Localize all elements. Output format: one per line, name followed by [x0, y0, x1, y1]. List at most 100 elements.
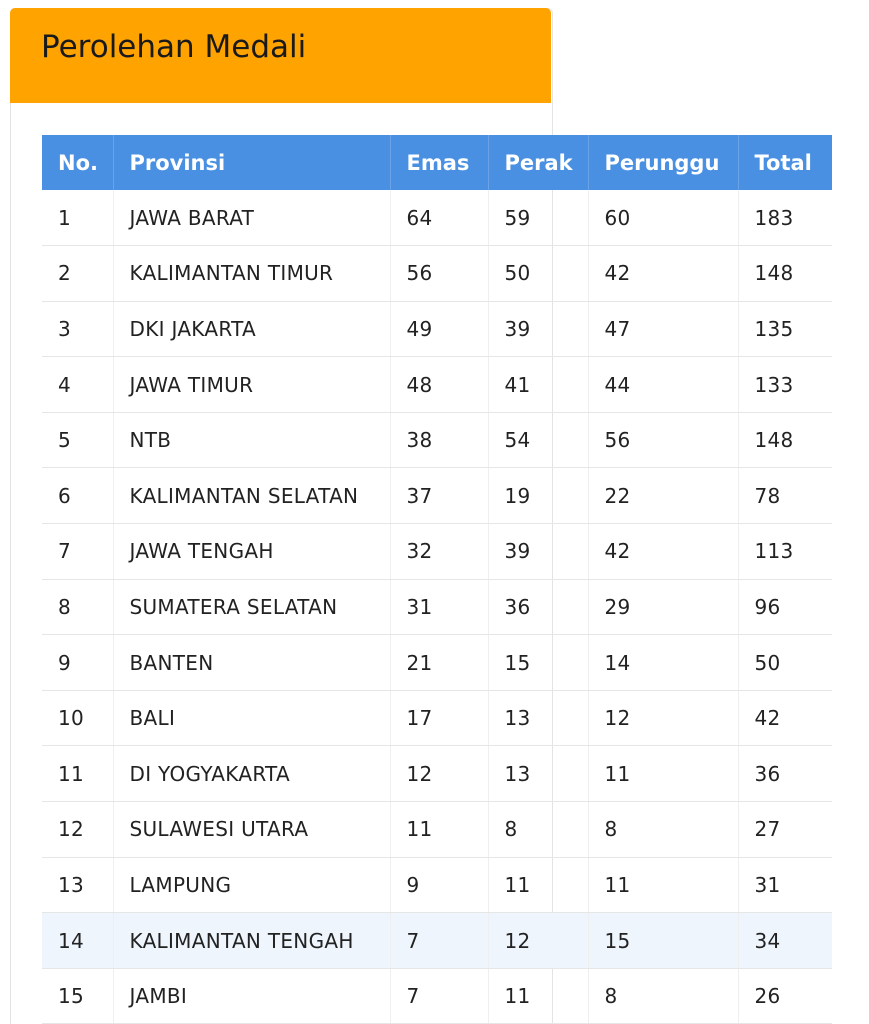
header-total[interactable]: Total [738, 135, 832, 190]
cell-no: 13 [42, 857, 114, 914]
cell-total: 183 [738, 190, 832, 247]
cell-perak: 41 [488, 356, 589, 413]
table-row[interactable]: 10 BALI 17 13 12 42 [42, 690, 832, 747]
cell-provinsi: LAMPUNG [113, 857, 391, 914]
cell-total: 133 [738, 356, 832, 413]
table-row[interactable]: 13 LAMPUNG 9 11 11 31 [42, 857, 832, 914]
cell-perunggu: 29 [588, 579, 739, 636]
cell-perak: 50 [488, 245, 589, 302]
cell-no: 15 [42, 968, 114, 1024]
cell-provinsi: BALI [113, 690, 391, 747]
cell-provinsi: DI YOGYAKARTA [113, 745, 391, 803]
cell-emas: 21 [390, 634, 489, 691]
cell-perak: 11 [488, 857, 589, 914]
cell-total: 135 [738, 301, 832, 358]
header-perak[interactable]: Perak [488, 135, 589, 190]
cell-emas: 11 [390, 801, 489, 858]
cell-perunggu: 60 [588, 190, 739, 247]
cell-perunggu: 8 [588, 968, 739, 1024]
cell-total: 113 [738, 523, 832, 580]
cell-no: 10 [42, 690, 114, 747]
panel-header: Perolehan Medali [10, 8, 551, 103]
cell-total: 26 [738, 968, 832, 1024]
header-perunggu[interactable]: Perunggu [588, 135, 739, 190]
cell-total: 27 [738, 801, 832, 858]
table-row[interactable]: 15 JAMBI 7 11 8 26 [42, 968, 832, 1024]
table-row[interactable]: 9 BANTEN 21 15 14 50 [42, 634, 832, 691]
cell-perak: 54 [488, 412, 589, 469]
cell-perak: 39 [488, 523, 589, 580]
cell-no: 6 [42, 467, 114, 525]
cell-perak: 12 [488, 912, 589, 969]
cell-perunggu: 44 [588, 356, 739, 413]
cell-provinsi: KALIMANTAN TENGAH [113, 912, 391, 969]
cell-no: 8 [42, 579, 114, 636]
cell-provinsi: NTB [113, 412, 391, 469]
cell-emas: 56 [390, 245, 489, 302]
table-row[interactable]: 5 NTB 38 54 56 148 [42, 412, 832, 469]
cell-emas: 48 [390, 356, 489, 413]
table-row[interactable]: 12 SULAWESI UTARA 11 8 8 27 [42, 801, 832, 858]
cell-provinsi: JAWA BARAT [113, 190, 391, 247]
cell-total: 31 [738, 857, 832, 914]
cell-emas: 31 [390, 579, 489, 636]
cell-total: 50 [738, 634, 832, 691]
cell-total: 34 [738, 912, 832, 969]
cell-no: 7 [42, 523, 114, 580]
cell-emas: 7 [390, 968, 489, 1024]
cell-emas: 17 [390, 690, 489, 747]
table-row[interactable]: 14 KALIMANTAN TENGAH 7 12 15 34 [42, 912, 832, 969]
cell-perak: 19 [488, 467, 589, 525]
header-no[interactable]: No. [42, 135, 114, 190]
table-body: 1 JAWA BARAT 64 59 60 183 2 KALIMANTAN TIMUR 56 5… [42, 190, 832, 1024]
table-row[interactable]: 1 JAWA BARAT 64 59 60 183 [42, 190, 832, 247]
cell-provinsi: SUMATERA SELATAN [113, 579, 391, 636]
cell-total: 148 [738, 412, 832, 469]
header-provinsi[interactable]: Provinsi [113, 135, 391, 190]
table-row[interactable]: 6 KALIMANTAN SELATAN 37 19 22 78 [42, 467, 832, 525]
header-emas[interactable]: Emas [390, 135, 489, 190]
cell-emas: 32 [390, 523, 489, 580]
panel-title: Perolehan Medali [41, 29, 307, 65]
cell-no: 2 [42, 245, 114, 302]
cell-perak: 15 [488, 634, 589, 691]
cell-no: 5 [42, 412, 114, 469]
cell-perunggu: 42 [588, 523, 739, 580]
cell-no: 11 [42, 745, 114, 803]
cell-perunggu: 56 [588, 412, 739, 469]
cell-perunggu: 12 [588, 690, 739, 747]
cell-perak: 13 [488, 745, 589, 803]
cell-no: 14 [42, 912, 114, 969]
cell-provinsi: JAMBI [113, 968, 391, 1024]
table-row[interactable]: 4 JAWA TIMUR 48 41 44 133 [42, 356, 832, 413]
cell-total: 148 [738, 245, 832, 302]
cell-perak: 11 [488, 968, 589, 1024]
cell-perak: 39 [488, 301, 589, 358]
medal-table: No. Provinsi Emas Perak Perunggu Total 1… [42, 135, 832, 1024]
cell-emas: 64 [390, 190, 489, 247]
cell-perunggu: 8 [588, 801, 739, 858]
cell-perak: 13 [488, 690, 589, 747]
cell-perunggu: 11 [588, 857, 739, 914]
cell-perunggu: 42 [588, 245, 739, 302]
table-row[interactable]: 8 SUMATERA SELATAN 31 36 29 96 [42, 579, 832, 636]
cell-perak: 59 [488, 190, 589, 247]
cell-provinsi: SULAWESI UTARA [113, 801, 391, 858]
cell-emas: 7 [390, 912, 489, 969]
cell-perunggu: 47 [588, 301, 739, 358]
cell-no: 4 [42, 356, 114, 413]
cell-emas: 49 [390, 301, 489, 358]
cell-no: 1 [42, 190, 114, 247]
table-row[interactable]: 11 DI YOGYAKARTA 12 13 11 36 [42, 745, 832, 803]
table-row[interactable]: 3 DKI JAKARTA 49 39 47 135 [42, 301, 832, 358]
cell-provinsi: JAWA TENGAH [113, 523, 391, 580]
cell-perak: 36 [488, 579, 589, 636]
cell-emas: 12 [390, 745, 489, 803]
cell-perak: 8 [488, 801, 589, 858]
cell-perunggu: 22 [588, 467, 739, 525]
cell-total: 42 [738, 690, 832, 747]
cell-provinsi: DKI JAKARTA [113, 301, 391, 358]
table-row[interactable]: 7 JAWA TENGAH 32 39 42 113 [42, 523, 832, 580]
table-row[interactable]: 2 KALIMANTAN TIMUR 56 50 42 148 [42, 245, 832, 302]
